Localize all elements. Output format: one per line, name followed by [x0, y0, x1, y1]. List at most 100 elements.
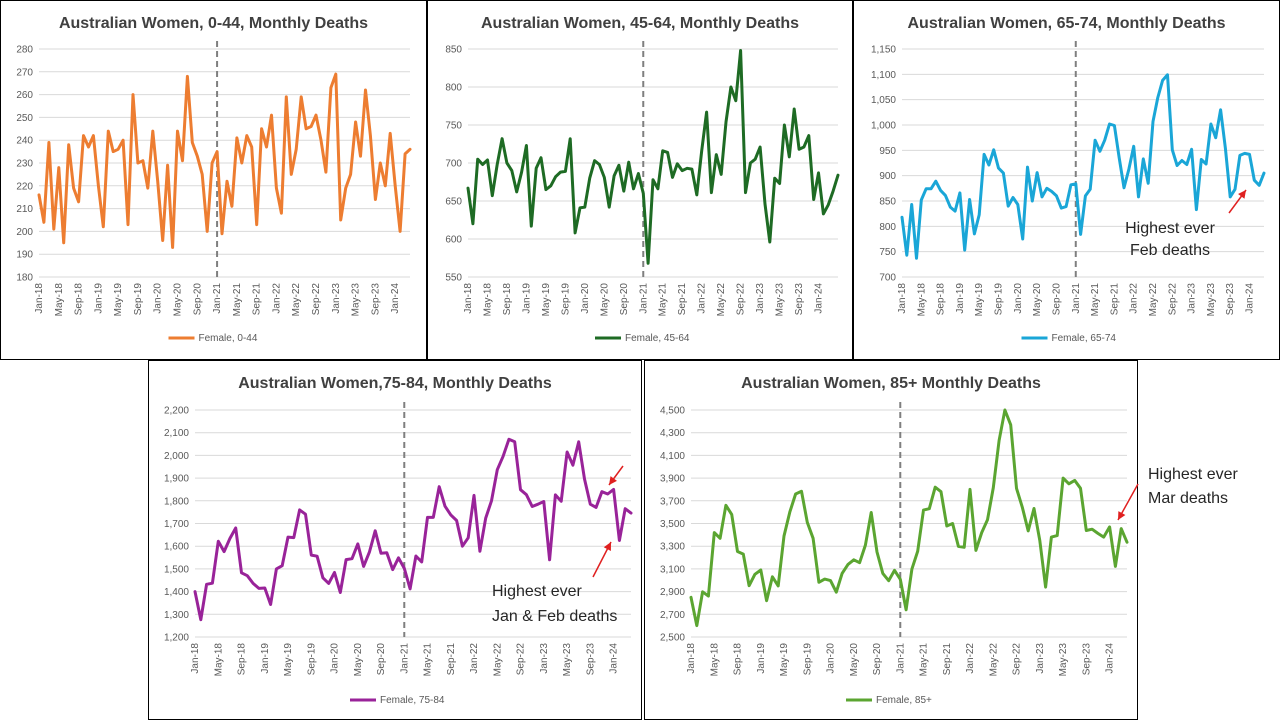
legend-label: Female, 75-84	[380, 695, 445, 706]
chart-title: Australian Women, 85+ Monthly Deaths	[741, 375, 1041, 392]
chart-panel-women-0-44: Australian Women, 0-44, Monthly Deaths 18…	[0, 0, 427, 360]
y-tick-label: 3,500	[660, 519, 685, 530]
x-tick-label: May-18	[213, 643, 224, 677]
y-tick-label: 2,100	[164, 428, 189, 439]
x-tick-label: Jan-19	[955, 283, 966, 314]
y-tick-label: 850	[445, 45, 462, 56]
x-tick-label: Jan-19	[521, 283, 532, 314]
y-tick-label: 270	[16, 67, 33, 78]
x-tick-label: Jan-18	[463, 283, 474, 314]
x-tick-label: Jan-20	[826, 643, 837, 674]
x-tick-label: May-19	[541, 283, 552, 317]
y-tick-label: 280	[16, 45, 33, 56]
annotation-text: Highest ever	[1125, 220, 1215, 237]
x-tick-label: Jan-21	[895, 643, 906, 674]
x-tick-label: Jan-23	[1035, 643, 1046, 674]
x-tick-label: Sep-18	[237, 643, 248, 676]
y-tick-label: 850	[879, 197, 896, 208]
y-tick-label: 1,050	[871, 95, 896, 106]
x-tick-label: Sep-21	[677, 283, 688, 316]
x-tick-label: May-18	[916, 283, 927, 317]
x-tick-label: Sep-18	[502, 283, 513, 316]
annotation-text: Jan & Feb deaths	[492, 608, 617, 625]
y-tick-label: 550	[445, 273, 462, 284]
x-tick-label: Jan-22	[469, 643, 480, 674]
x-tick-label: May-19	[113, 283, 124, 317]
y-tick-label: 240	[16, 136, 33, 147]
y-tick-label: 3,100	[660, 564, 685, 575]
x-tick-label: Sep-23	[1081, 643, 1092, 676]
x-tick-label: May-19	[779, 643, 790, 677]
legend-label: Female, 85+	[876, 695, 932, 706]
y-tick-label: 4,300	[660, 428, 685, 439]
x-tick-label: May-19	[974, 283, 985, 317]
y-tick-label: 3,300	[660, 542, 685, 553]
x-tick-label: Jan-21	[638, 283, 649, 314]
y-tick-label: 1,200	[164, 633, 189, 644]
x-tick-label: Jan-18	[34, 283, 45, 314]
y-tick-label: 650	[445, 197, 462, 208]
y-tick-label: 950	[879, 146, 896, 157]
y-tick-label: 700	[445, 159, 462, 170]
y-tick-label: 230	[16, 159, 33, 170]
x-tick-label: May-22	[1148, 283, 1159, 317]
x-tick-label: Sep-19	[994, 283, 1005, 316]
x-tick-label: Sep-22	[516, 643, 527, 676]
x-tick-label: Jan-20	[330, 643, 341, 674]
series-line	[900, 73, 1266, 260]
y-tick-label: 900	[879, 171, 896, 182]
y-tick-label: 1,300	[164, 610, 189, 621]
chart-75-84-svg: Australian Women,75-84, Monthly Deaths 1,…	[164, 375, 633, 706]
x-tick-label: Jan-22	[965, 643, 976, 674]
x-tick-label: Sep-21	[252, 283, 263, 316]
x-tick-label: Jan-24	[609, 643, 620, 674]
x-tick-label: May-20	[353, 643, 364, 677]
x-tick-label: Sep-18	[733, 643, 744, 676]
x-tick-label: May-21	[423, 643, 434, 677]
y-tick-label: 220	[16, 181, 33, 192]
annotation-text: Feb deaths	[1130, 242, 1210, 259]
x-tick-label: Jan-23	[755, 283, 766, 314]
x-tick-label: Sep-18	[74, 283, 85, 316]
x-tick-label: Sep-21	[446, 643, 457, 676]
y-tick-label: 1,900	[164, 474, 189, 485]
y-tick-label: 4,500	[660, 406, 685, 417]
chart-0-44-svg: Australian Women, 0-44, Monthly Deaths 18…	[16, 15, 412, 344]
x-tick-label: Sep-18	[936, 283, 947, 316]
y-tick-label: 2,000	[164, 451, 189, 462]
y-tick-label: 1,000	[871, 121, 896, 132]
y-tick-label: 1,400	[164, 587, 189, 598]
annotation-arrow	[1117, 483, 1139, 521]
legend-label: Female, 45-64	[625, 333, 690, 344]
annotation-text: Highest ever	[492, 583, 582, 600]
x-tick-label: Sep-20	[192, 283, 203, 316]
x-tick-label: Sep-19	[560, 283, 571, 316]
x-tick-label: Jan-19	[260, 643, 271, 674]
x-tick-label: May-18	[709, 643, 720, 677]
x-tick-label: Sep-22	[1012, 643, 1023, 676]
legend-label: Female, 0-44	[199, 333, 258, 344]
x-tick-label: May-19	[283, 643, 294, 677]
chart-title: Australian Women,75-84, Monthly Deaths	[238, 375, 552, 392]
x-tick-label: Sep-23	[794, 283, 805, 316]
y-tick-label: 3,700	[660, 496, 685, 507]
y-tick-label: 2,900	[660, 587, 685, 598]
y-tick-label: 1,600	[164, 542, 189, 553]
x-tick-label: May-20	[1032, 283, 1043, 317]
x-tick-label: Sep-20	[1051, 283, 1062, 316]
x-tick-label: May-23	[562, 643, 573, 677]
annotation-arrow	[592, 541, 612, 578]
x-tick-label: Sep-20	[619, 283, 630, 316]
x-tick-label: Sep-22	[311, 283, 322, 316]
x-tick-label: Sep-23	[370, 283, 381, 316]
y-tick-label: 1,150	[871, 45, 896, 56]
series-line	[466, 49, 840, 265]
annotation-text: Mar deaths	[1148, 490, 1228, 507]
x-tick-label: May-18	[482, 283, 493, 317]
y-tick-label: 4,100	[660, 451, 685, 462]
x-tick-label: Sep-21	[942, 643, 953, 676]
x-tick-label: May-22	[988, 643, 999, 677]
x-tick-label: Jan-21	[212, 283, 223, 314]
y-tick-label: 250	[16, 113, 33, 124]
x-tick-label: May-21	[232, 283, 243, 317]
